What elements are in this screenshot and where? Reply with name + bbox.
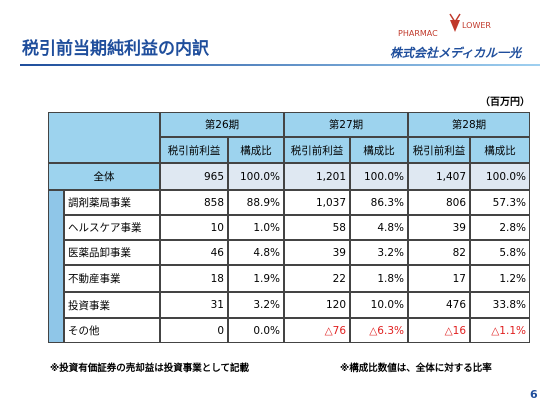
value-cell: △6.3% bbox=[350, 318, 408, 343]
value-cell: 3.2% bbox=[228, 292, 284, 318]
value-cell: 39 bbox=[284, 240, 350, 265]
note: ※投資有価証券の売却益は投資事業として記載 bbox=[50, 363, 249, 374]
row-label: 医薬品卸事業 bbox=[64, 240, 160, 265]
sub-header: 税引前利益 bbox=[408, 137, 470, 163]
value-cell: 1.8% bbox=[350, 265, 408, 292]
header-corner bbox=[48, 112, 160, 163]
sub-header: 構成比 bbox=[228, 137, 284, 163]
value-cell: 88.9% bbox=[228, 190, 284, 215]
row-label: 調剤薬局事業 bbox=[64, 190, 160, 215]
value-cell: 965 bbox=[160, 163, 228, 190]
value-cell: 120 bbox=[284, 292, 350, 318]
logo-right: LOWER bbox=[462, 21, 491, 30]
value-cell: 18 bbox=[160, 265, 228, 292]
value-cell: △1.1% bbox=[470, 318, 530, 343]
value-cell: 476 bbox=[408, 292, 470, 318]
title: 税引前当期純利益の内訳 bbox=[22, 39, 209, 59]
value-cell: 4.8% bbox=[350, 215, 408, 240]
row-label: ヘルスケア事業 bbox=[64, 215, 160, 240]
value-cell: 1.0% bbox=[228, 215, 284, 240]
value-cell: 1,201 bbox=[284, 163, 350, 190]
period-header: 第26期 bbox=[160, 112, 284, 137]
value-cell: 2.8% bbox=[470, 215, 530, 240]
value-cell: 10 bbox=[160, 215, 228, 240]
value-cell: 858 bbox=[160, 190, 228, 215]
value-cell: 86.3% bbox=[350, 190, 408, 215]
value-cell: 100.0% bbox=[228, 163, 284, 190]
logo-mark bbox=[449, 13, 461, 24]
sub-header: 構成比 bbox=[470, 137, 530, 163]
value-cell: 5.8% bbox=[470, 240, 530, 265]
value-cell: 100.0% bbox=[470, 163, 530, 190]
logo-left: PHARMAC bbox=[398, 29, 438, 38]
value-cell: 4.8% bbox=[228, 240, 284, 265]
sub-header: 構成比 bbox=[350, 137, 408, 163]
value-cell: 0.0% bbox=[228, 318, 284, 343]
row-label: 投資事業 bbox=[64, 292, 160, 318]
value-cell: 10.0% bbox=[350, 292, 408, 318]
company: 株式会社メディカル一光 bbox=[390, 46, 522, 60]
value-cell: 58 bbox=[284, 215, 350, 240]
value-cell: 100.0% bbox=[350, 163, 408, 190]
value-cell: 22 bbox=[284, 265, 350, 292]
value-cell: 39 bbox=[408, 215, 470, 240]
value-cell: △16 bbox=[408, 318, 470, 343]
value-cell: 1.2% bbox=[470, 265, 530, 292]
value-cell: 31 bbox=[160, 292, 228, 318]
value-cell: 0 bbox=[160, 318, 228, 343]
value-cell: 17 bbox=[408, 265, 470, 292]
logo-mark bbox=[450, 20, 460, 32]
sub-header: 税引前利益 bbox=[284, 137, 350, 163]
value-cell: 33.8% bbox=[470, 292, 530, 318]
value-cell: 46 bbox=[160, 240, 228, 265]
value-cell: 82 bbox=[408, 240, 470, 265]
page-number: 6 bbox=[530, 388, 538, 401]
row-band bbox=[48, 190, 64, 343]
logo: PHARMAC LOWER bbox=[398, 13, 491, 38]
value-cell: 806 bbox=[408, 190, 470, 215]
value-cell: 57.3% bbox=[470, 190, 530, 215]
value-cell: 1,407 bbox=[408, 163, 470, 190]
value-cell: 1,037 bbox=[284, 190, 350, 215]
value-cell: 1.9% bbox=[228, 265, 284, 292]
unit: （百万円） bbox=[480, 97, 530, 108]
period-header: 第28期 bbox=[408, 112, 530, 137]
note: ※構成比数値は、全体に対する比率 bbox=[340, 363, 492, 374]
row-label: 全体 bbox=[48, 163, 160, 190]
value-cell: △76 bbox=[284, 318, 350, 343]
period-header: 第27期 bbox=[284, 112, 408, 137]
row-label: 不動産事業 bbox=[64, 265, 160, 292]
row-label: その他 bbox=[64, 318, 160, 343]
sub-header: 税引前利益 bbox=[160, 137, 228, 163]
value-cell: 3.2% bbox=[350, 240, 408, 265]
title-rule bbox=[20, 64, 540, 66]
